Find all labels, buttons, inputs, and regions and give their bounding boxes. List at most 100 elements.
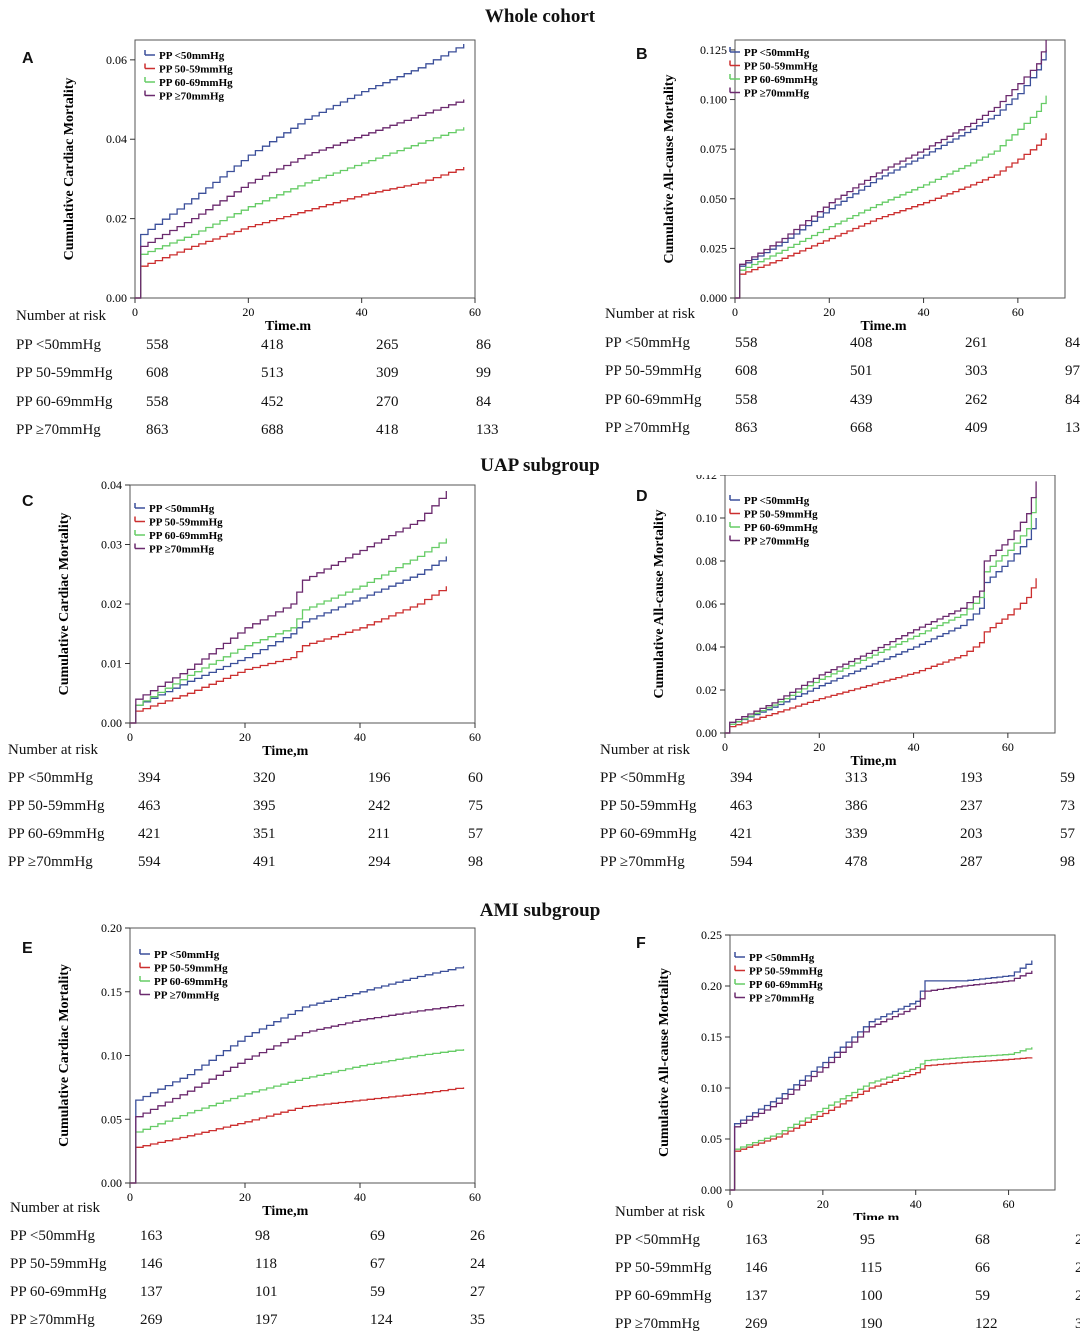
section-title-whole-cohort: Whole cohort — [484, 6, 596, 27]
panel-b-legend-label: PP ≥70mmHg — [744, 88, 810, 100]
panel-a-ylabel: Cumulative Cardiac Mortality — [62, 78, 77, 261]
panel-f-legend-label: PP 50-59mmHg — [749, 966, 823, 978]
panel-e-ytick-label: 0.00 — [101, 1176, 122, 1190]
panel-c-risk-value: 57 — [468, 826, 483, 842]
panel-d-ytick-label: 0.10 — [696, 511, 717, 525]
panel-f-risk-value: 190 — [860, 1316, 883, 1332]
panel-f-risk-value: 137 — [745, 1288, 768, 1304]
panel-d-legend-label: PP 60-69mmHg — [744, 522, 818, 534]
panel-e-risk-value: 59 — [370, 1284, 385, 1300]
panel-a-risk-value: 688 — [261, 422, 284, 438]
panel-e-risk-value: 197 — [255, 1312, 278, 1328]
panel-c-risk-value: 75 — [468, 798, 483, 814]
panel-f-risk-value: 122 — [975, 1316, 998, 1332]
panel-d-risk-value: 478 — [845, 854, 868, 870]
panel-b-ytick-label: 0.000 — [700, 291, 727, 305]
panel-a-legend-label: PP <50mmHg — [159, 50, 225, 62]
panel-f-series-pp_lt50 — [730, 960, 1033, 1191]
panel-e-risk-value: 269 — [140, 1312, 163, 1328]
panel-c-risk-label: PP 60-69mmHg — [8, 826, 105, 842]
panel-e-risk-label: PP <50mmHg — [10, 1228, 96, 1244]
panel-b-ytick-label: 0.100 — [700, 93, 727, 107]
panel-b-legend-label: PP <50mmHg — [744, 47, 810, 59]
panel-c-risk-value: 463 — [138, 798, 161, 814]
panel-f-risk-value: 68 — [975, 1232, 990, 1248]
panel-e-risk-value: 27 — [470, 1284, 485, 1300]
panel-b-series-pp_60_69 — [735, 95, 1047, 299]
panel-a-ytick-label: 0.04 — [106, 132, 127, 146]
panel-e-risk-label: PP 60-69mmHg — [10, 1284, 107, 1300]
panel-e-risk-label: PP ≥70mmHg — [10, 1312, 95, 1328]
panel-a-risk-value: 86 — [476, 336, 491, 353]
panel-c-risk-value: 98 — [468, 854, 483, 870]
panel-a-ytick-label: 0.00 — [106, 291, 127, 305]
panel-b-plot-frame — [734, 39, 1066, 299]
panel-e-legend-label: PP ≥70mmHg — [154, 990, 220, 1002]
panel-c-risk-table: Number at risk PP <50mmHg 394 320 196 60 PP 50… — [8, 742, 508, 882]
panel-e-series-pp_lt50 — [130, 966, 465, 1184]
panel-a-series-pp_50_59 — [135, 167, 465, 299]
panel-f-risk-value: 27 — [1075, 1288, 1080, 1304]
panel-d-xtick-label: 20 — [813, 740, 825, 754]
panel-c-ytick-label: 0.01 — [101, 657, 122, 671]
panel-a-risk-header: Number at risk — [16, 308, 106, 324]
panel-f-ytick-label: 0.05 — [701, 1132, 722, 1146]
panel-f-xtick-label: 60 — [1003, 1197, 1015, 1211]
panel-d-xtick-label: 0 — [722, 740, 728, 754]
panel-e-risk-table: Number at risk PP <50mmHg 163 98 69 26 PP 50-5… — [10, 1200, 510, 1340]
panel-a-xtick-label: 20 — [242, 305, 254, 319]
panel-c-risk-value: 394 — [138, 770, 161, 786]
panel-f-plot-frame — [729, 934, 1056, 1191]
panel-c-risk-value: 351 — [253, 826, 276, 842]
panel-a-risk-value: 558 — [146, 336, 169, 353]
panel-b-letter: B — [636, 46, 648, 63]
panel-e-risk-value: 24 — [470, 1256, 485, 1272]
panel-e-risk-value: 67 — [370, 1256, 385, 1272]
panel-e-risk-value: 124 — [370, 1312, 393, 1328]
panel-d-ylabel: Cumulative All-cause Mortality — [652, 510, 667, 699]
panel-b-risk-label: PP <50mmHg — [605, 334, 691, 351]
panel-f-risk-value: 25 — [1075, 1232, 1080, 1248]
panel-c-risk-label: PP 50-59mmHg — [8, 798, 105, 814]
panel-a-xlabel: Time,m — [265, 319, 311, 330]
panel-f-risk-value: 100 — [860, 1288, 883, 1304]
panel-f-legend-label: PP <50mmHg — [749, 952, 815, 964]
panel-f-risk-value: 35 — [1075, 1316, 1080, 1332]
panel-e-legend-label: PP 60-69mmHg — [154, 976, 228, 988]
panel-f-risk-value: 163 — [745, 1232, 768, 1248]
panel-c-ytick-label: 0.00 — [101, 716, 122, 730]
panel-b-series-pp_ge70 — [735, 40, 1047, 299]
panel-c-letter: C — [22, 493, 34, 510]
panel-e-ytick-label: 0.05 — [101, 1112, 122, 1126]
panel-a-risk-value: 265 — [376, 336, 399, 353]
panel-d-letter: D — [636, 488, 648, 505]
panel-b-chart: 0.000 0.025 0.050 0.075 0.100 0.125 0 20 40 60 Tim… — [662, 39, 1066, 330]
panel-b-risk-value: 408 — [850, 334, 873, 351]
panel-d-risk-value: 313 — [845, 770, 868, 786]
panel-c-legend-label: PP <50mmHg — [149, 503, 215, 515]
panel-c-risk-header: Number at risk — [8, 742, 98, 758]
panel-b-risk-value: 133 — [1065, 420, 1080, 436]
panel-e-xlabel: Time,m — [262, 1204, 308, 1219]
panel-b-risk-value: 409 — [965, 420, 988, 436]
panel-c-series-pp_60_69 — [130, 538, 447, 724]
panel-d-risk-header: Number at risk — [600, 742, 690, 758]
panel-a-xtick-label: 0 — [132, 305, 138, 319]
panel-c-risk-value: 491 — [253, 854, 276, 870]
panel-a-risk-value: 270 — [376, 393, 399, 410]
panel-c-risk-value: 242 — [368, 798, 391, 814]
panel-c-chart: 0.00 0.01 0.02 0.03 0.04 0 20 40 60 Time,m Cumulat… — [57, 478, 481, 759]
panel-c-legend-label: PP ≥70mmHg — [149, 544, 215, 556]
panel-a-risk-value: 863 — [146, 422, 169, 438]
panel-a-series-pp_lt50 — [135, 44, 465, 299]
panel-e-legend-label: PP <50mmHg — [154, 949, 220, 961]
panel-a-chart: 0.00 0.02 0.04 0.06 0 20 40 60 Time,m Cumulative … — [62, 39, 481, 330]
panel-d-risk-value: 287 — [960, 854, 983, 870]
panel-c-xlabel: Time,m — [262, 744, 308, 759]
panel-f-ytick-label: 0.20 — [701, 979, 722, 993]
panel-e-risk-value: 137 — [140, 1284, 163, 1300]
panel-d-risk-label: PP 60-69mmHg — [600, 826, 697, 842]
panel-f-chart: 0.00 0.05 0.10 0.15 0.20 0.25 0 20 40 60 Time,m Cum… — [657, 928, 1056, 1220]
panel-f-risk-label: PP ≥70mmHg — [615, 1316, 700, 1332]
panel-b-risk-value: 501 — [850, 363, 873, 379]
